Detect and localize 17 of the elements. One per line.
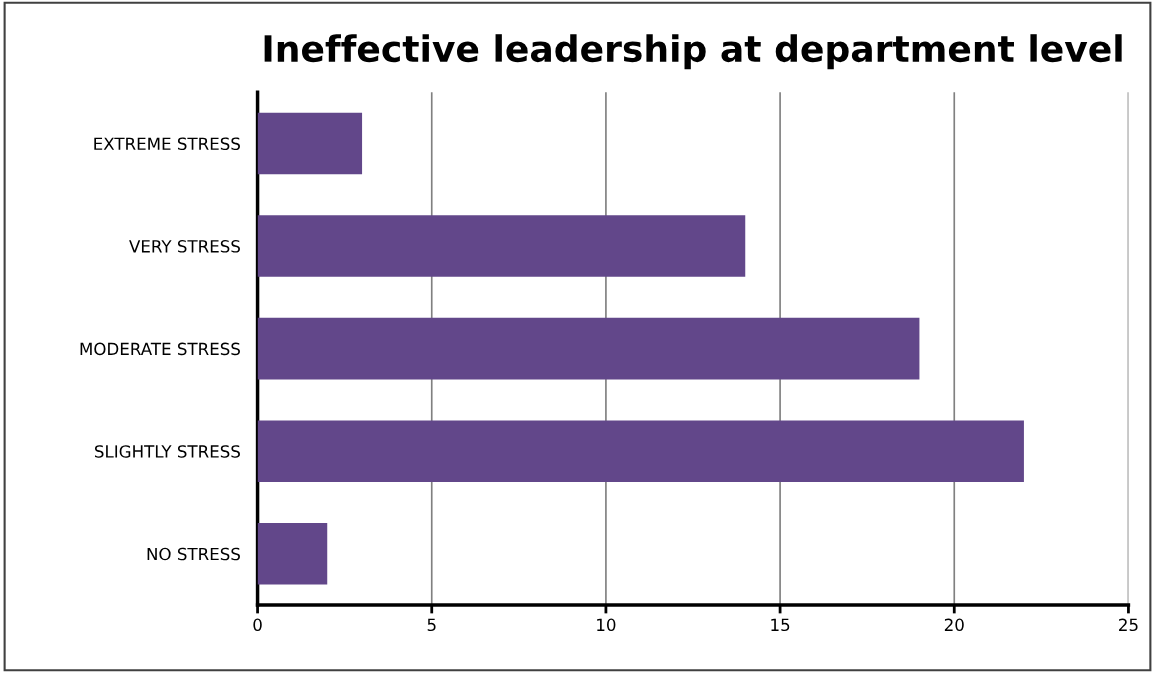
x-tick-label: 10 — [597, 618, 616, 632]
x-tick-label: 25 — [1119, 618, 1138, 632]
x-tick-label: 0 — [253, 618, 262, 632]
chart-title: Ineffective leadership at department level — [264, 34, 1122, 70]
y-tick-label: SLIGHTLY STRESS — [95, 445, 240, 458]
bar — [257, 420, 1024, 482]
bar — [257, 522, 328, 585]
bar — [257, 215, 746, 277]
x-tick-label: 20 — [944, 618, 964, 632]
bar — [257, 317, 920, 380]
bar — [257, 112, 363, 175]
x-tick-label: 15 — [771, 618, 790, 632]
x-tick-label: 5 — [427, 618, 436, 632]
y-tick-label: EXTREME STRESS — [94, 137, 240, 151]
y-tick-label: MODERATE STRESS — [80, 342, 240, 356]
y-tick-label: VERY STRESS — [129, 240, 240, 253]
y-tick-label: NO STRESS — [147, 547, 240, 561]
